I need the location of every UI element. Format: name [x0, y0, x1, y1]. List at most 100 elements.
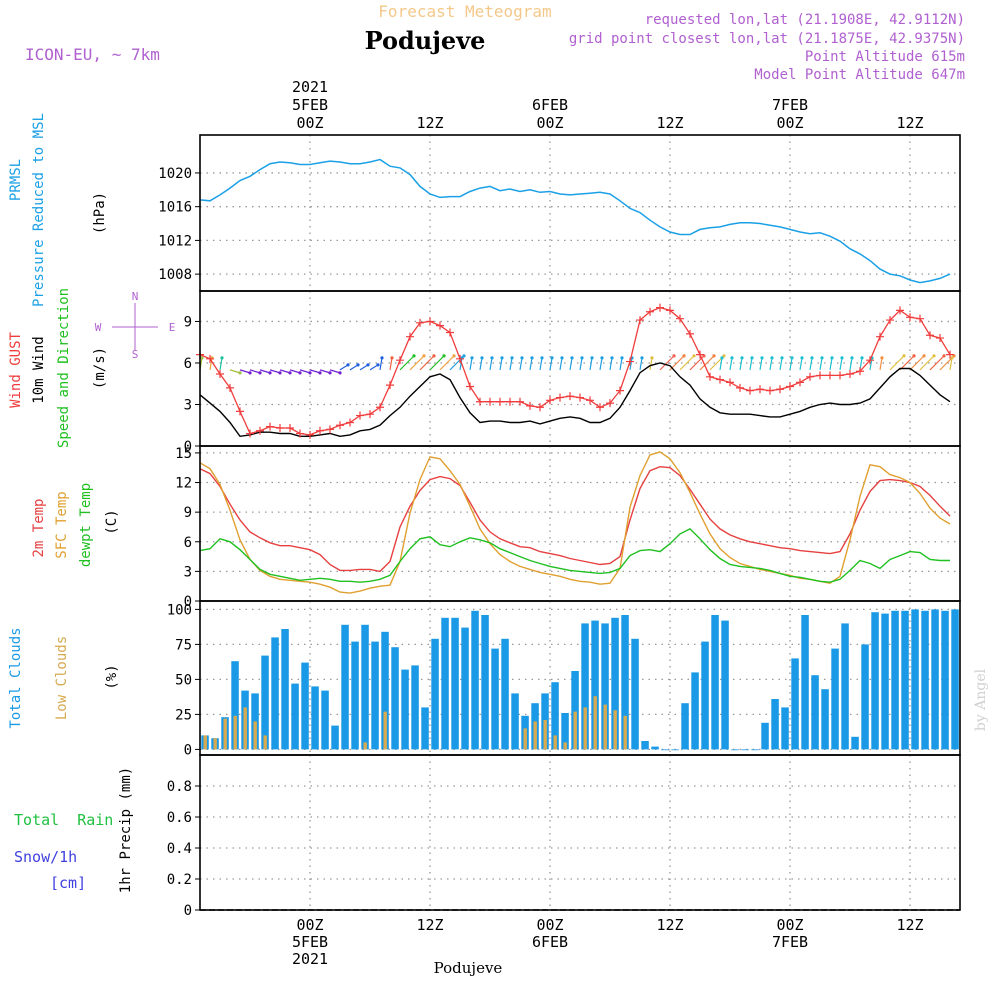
total-cloud-bar: [781, 707, 789, 750]
pressure-label-1: PRMSL: [8, 159, 24, 201]
wind-direction-arrow: [849, 357, 853, 370]
wind-direction-arrow: [649, 357, 653, 370]
wind-direction-arrow: [819, 357, 823, 370]
gust-marker: [916, 314, 924, 323]
wind-direction-arrow: [909, 355, 925, 371]
temperature-ytick-label: 3: [184, 564, 192, 580]
gust-marker: [436, 321, 444, 330]
total-cloud-bar: [351, 641, 359, 750]
wind-arrow-head: [550, 356, 554, 360]
wind-arrow-head: [238, 371, 242, 375]
wind-ytick-label: 3: [184, 397, 192, 413]
wind-arrow-head: [800, 356, 804, 360]
compass-e: E: [169, 321, 176, 334]
low-cloud-bar: [213, 738, 217, 750]
wind-arrow-head: [530, 356, 534, 360]
wind-direction-arrow: [539, 357, 543, 370]
gust-marker: [686, 329, 694, 338]
wind-arrow-head: [760, 356, 764, 360]
gust-marker: [896, 306, 904, 315]
gust-marker: [536, 403, 544, 412]
gust-marker: [256, 426, 264, 435]
wind-direction-arrow: [769, 357, 773, 370]
bottom-time-label: 00Z: [536, 916, 563, 934]
wind-arrow-head: [880, 356, 884, 360]
wind-direction-arrow: [619, 357, 623, 370]
total-cloud-bar: [951, 609, 959, 750]
temperature-ytick-label: 0: [184, 594, 192, 610]
total-cloud-bar: [421, 707, 429, 750]
total-cloud-bar: [411, 665, 419, 750]
gust-marker: [496, 397, 504, 406]
bottom-time-label: 5FEB: [292, 933, 328, 951]
precip-unit: 1hr Precip (mm): [118, 767, 134, 893]
gust-marker: [586, 396, 594, 405]
gust-marker: [746, 386, 754, 395]
wind-arrow-head: [720, 356, 724, 360]
temp-label-2: SFC Temp: [54, 491, 70, 558]
wind-arrow-head: [220, 356, 224, 360]
temp-label-3: dewpt Temp: [78, 483, 94, 567]
wind-direction-arrow: [949, 357, 953, 370]
pressure-ytick-label: 1012: [158, 233, 192, 249]
wind-direction-arrow: [429, 355, 445, 371]
gust-marker: [446, 328, 454, 337]
temp-frame: [199, 445, 961, 602]
top-time-label: 5FEB: [292, 96, 328, 114]
total-cloud-bar: [281, 629, 289, 750]
total-cloud-bar: [561, 713, 569, 750]
pressure-ytick-label: 1008: [158, 267, 192, 283]
wind-arrow-head: [692, 354, 696, 358]
wind-direction-arrow: [399, 355, 415, 371]
low-cloud-bar: [533, 721, 537, 750]
wind-arrow-head: [376, 363, 380, 367]
wind-label-1: Wind GUST: [8, 332, 24, 408]
wind-arrow-head: [610, 356, 614, 360]
wind-direction-arrow: [299, 369, 311, 374]
wind-arrow-head: [810, 356, 814, 360]
wind-arrow-head: [590, 356, 594, 360]
pressure-ytick-label: 1016: [158, 200, 192, 216]
total-cloud-bar: [571, 671, 579, 750]
total-cloud-bar: [471, 610, 479, 750]
wind-arrow-head: [570, 356, 574, 360]
total-cloud-bar: [911, 609, 919, 750]
wind-arrow-head: [942, 354, 946, 358]
low-cloud-bar: [553, 735, 557, 750]
wind-arrow-head: [750, 356, 754, 360]
total-cloud-bar: [611, 617, 619, 750]
wind-arrow-head: [712, 354, 716, 358]
total-cloud-bar: [641, 741, 649, 750]
wind-direction-arrow: [219, 357, 223, 370]
bottom-time-label: 12Z: [656, 916, 683, 934]
low-cloud-bar: [233, 715, 237, 750]
low-cloud-bar: [543, 720, 547, 750]
cloud-label-2: Low Clouds: [54, 636, 70, 720]
gust-marker: [476, 397, 484, 406]
low-cloud-bar: [563, 742, 567, 750]
wind-label-3: Speed and Direction: [56, 288, 72, 448]
wind-arrow-head: [462, 354, 466, 358]
wind-arrow-head: [380, 356, 384, 360]
gust-marker: [626, 357, 634, 366]
gust-line: [199, 306, 951, 436]
gust-marker: [366, 410, 374, 419]
total-cloud-bar: [271, 637, 279, 750]
wind-arrow-head: [278, 371, 282, 375]
gust-marker: [336, 421, 344, 430]
model-altitude: Model Point Altitude 647m: [754, 67, 965, 83]
low-cloud-bar: [203, 735, 207, 750]
bottom-time-label: 12Z: [416, 916, 443, 934]
temperature-ytick-label: 6: [184, 535, 192, 551]
total-cloud-bar: [671, 749, 679, 751]
wind-arrow-head: [770, 356, 774, 360]
wind-arrow-head: [620, 356, 624, 360]
wind-direction-arrow: [239, 369, 251, 374]
wind-arrow-head: [318, 371, 322, 375]
wind-direction-arrow: [329, 369, 341, 374]
total-cloud-bar: [631, 638, 639, 750]
top-time-label: 00Z: [776, 114, 803, 132]
wind-arrow-head: [422, 354, 426, 358]
wind-arrow-head: [288, 371, 292, 375]
